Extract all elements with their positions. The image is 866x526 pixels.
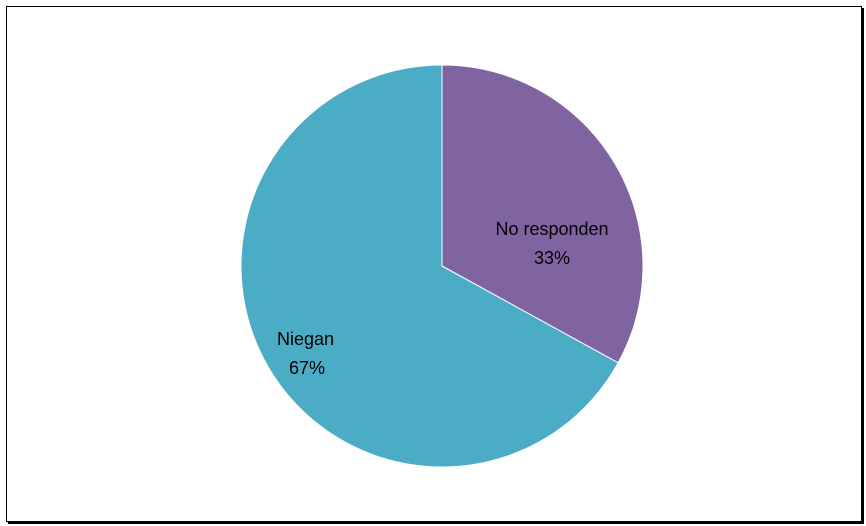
pie-slice-niegan xyxy=(240,64,619,468)
slice-percent-no-responden: 33% xyxy=(534,248,570,268)
slice-label-niegan: Niegan xyxy=(277,329,334,349)
pie-slices xyxy=(240,64,644,468)
pie-slice-no-responden xyxy=(441,64,644,364)
slice-percent-niegan: 67% xyxy=(289,358,325,378)
slice-label-no-responden: No responden xyxy=(495,219,608,239)
